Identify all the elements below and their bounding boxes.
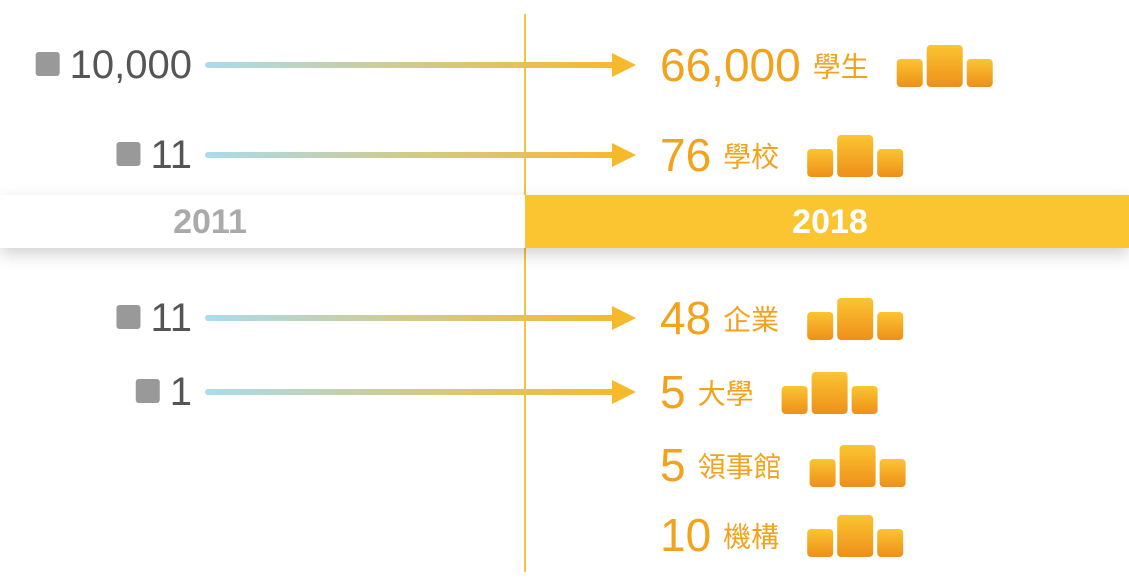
- icon-part: [877, 529, 904, 557]
- icon-part: [926, 45, 963, 87]
- label: 學校: [723, 142, 779, 173]
- value-after: 48: [660, 292, 711, 344]
- icon-part: [837, 298, 874, 340]
- arrow-shaft: [205, 315, 615, 321]
- value-after: 66,000: [660, 39, 801, 91]
- year-after: 2018: [792, 203, 868, 241]
- rows: 10,000 66,000 學生 11 76 學校 11 48 企業 1 5 大學 5 領事館 10 機構: [35, 39, 993, 561]
- icon-after: [896, 45, 993, 87]
- icon-part: [837, 135, 874, 177]
- band-left: [0, 195, 525, 248]
- value-before: 1: [170, 370, 192, 414]
- icon-after: [807, 135, 904, 177]
- arrow-head: [612, 380, 636, 404]
- arrow-shaft: [205, 152, 615, 158]
- arrow-shaft: [205, 389, 615, 395]
- icon-part: [807, 312, 834, 340]
- value-after: 5: [660, 439, 686, 491]
- icon-part: [877, 312, 904, 340]
- label: 企業: [723, 305, 779, 336]
- icon-part: [877, 149, 904, 177]
- label: 機構: [723, 522, 779, 553]
- icon-after: [807, 298, 904, 340]
- year-before: 2011: [173, 203, 247, 241]
- icon-part: [851, 386, 878, 414]
- value-after: 10: [660, 509, 711, 561]
- value-after: 5: [660, 366, 686, 418]
- label: 學生: [813, 52, 869, 83]
- arrow-head: [612, 306, 636, 330]
- icon-part: [781, 386, 808, 414]
- icon-before: [35, 52, 60, 76]
- icon-after: [807, 515, 904, 557]
- icon-part: [811, 372, 848, 414]
- label: 大學: [698, 379, 754, 410]
- icon-before: [116, 142, 141, 166]
- value-before: 11: [150, 133, 192, 177]
- value-after: 76: [660, 129, 711, 181]
- icon-part: [879, 459, 906, 487]
- year-band: [0, 195, 1129, 248]
- icon-part: [896, 59, 923, 87]
- icon-part: [809, 459, 836, 487]
- icon-part: [807, 529, 834, 557]
- icon-after: [809, 445, 906, 487]
- arrow-head: [612, 143, 636, 167]
- arrow-shaft: [205, 62, 615, 68]
- icon-part: [807, 149, 834, 177]
- icon-part: [966, 59, 993, 87]
- arrow-head: [612, 53, 636, 77]
- icon-after: [781, 372, 878, 414]
- value-before: 10,000: [70, 43, 192, 87]
- band-right: [525, 195, 1129, 248]
- icon-part: [837, 515, 874, 557]
- value-before: 11: [150, 296, 192, 340]
- icon-part: [839, 445, 876, 487]
- icon-before: [116, 305, 141, 329]
- label: 領事館: [698, 452, 782, 483]
- icon-before: [135, 379, 160, 403]
